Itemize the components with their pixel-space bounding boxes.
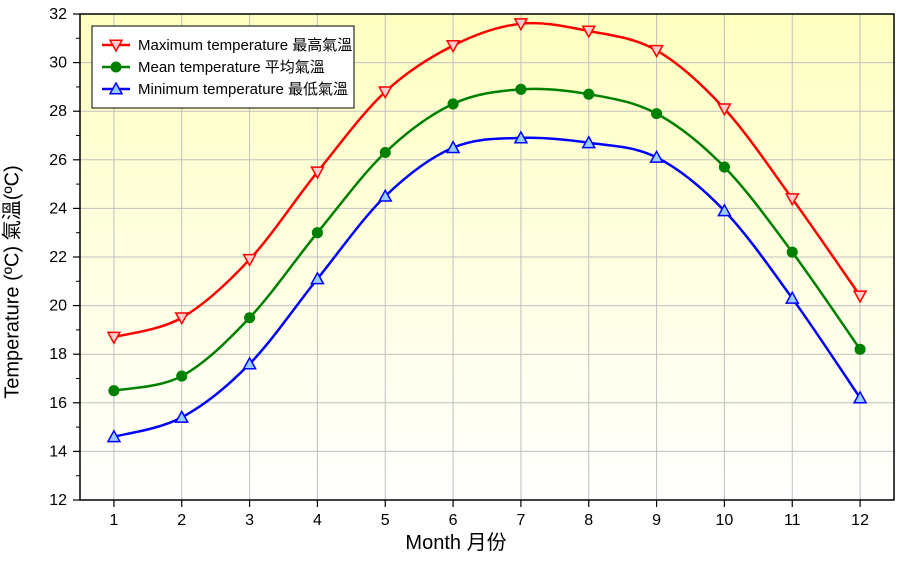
svg-text:14: 14 <box>49 443 67 460</box>
y-axis-label: Temperature (ºC) 氣溫(ºC) <box>0 165 25 399</box>
svg-text:2: 2 <box>177 512 186 529</box>
svg-text:18: 18 <box>49 346 67 363</box>
svg-text:7: 7 <box>516 512 525 529</box>
x-axis-label: Month 月份 <box>405 526 506 555</box>
svg-text:12: 12 <box>49 492 67 509</box>
svg-text:24: 24 <box>49 200 67 217</box>
svg-text:11: 11 <box>784 512 801 529</box>
svg-text:4: 4 <box>313 512 322 529</box>
svg-text:3: 3 <box>245 512 254 529</box>
svg-text:16: 16 <box>49 395 67 412</box>
svg-text:20: 20 <box>49 298 67 315</box>
svg-text:28: 28 <box>49 103 67 120</box>
svg-text:32: 32 <box>49 6 67 23</box>
svg-text:1: 1 <box>109 512 118 529</box>
temperature-chart: 1214161820222426283032123456789101112Max… <box>0 0 912 563</box>
svg-text:8: 8 <box>584 512 593 529</box>
legend-label-mean: Mean temperature 平均氣溫 <box>138 59 325 76</box>
legend-label-min: Minimum temperature 最低氣溫 <box>138 81 348 98</box>
legend-label-max: Maximum temperature 最高氣溫 <box>138 37 352 54</box>
svg-text:10: 10 <box>716 512 734 529</box>
chart-canvas: 1214161820222426283032123456789101112Max… <box>0 0 912 563</box>
svg-text:30: 30 <box>49 55 67 72</box>
legend: Maximum temperature 最高氣溫 Mean temperature… <box>92 26 354 108</box>
svg-text:5: 5 <box>381 512 390 529</box>
svg-text:26: 26 <box>49 152 67 169</box>
svg-text:22: 22 <box>49 249 67 266</box>
svg-text:9: 9 <box>652 512 661 529</box>
svg-text:12: 12 <box>851 512 869 529</box>
